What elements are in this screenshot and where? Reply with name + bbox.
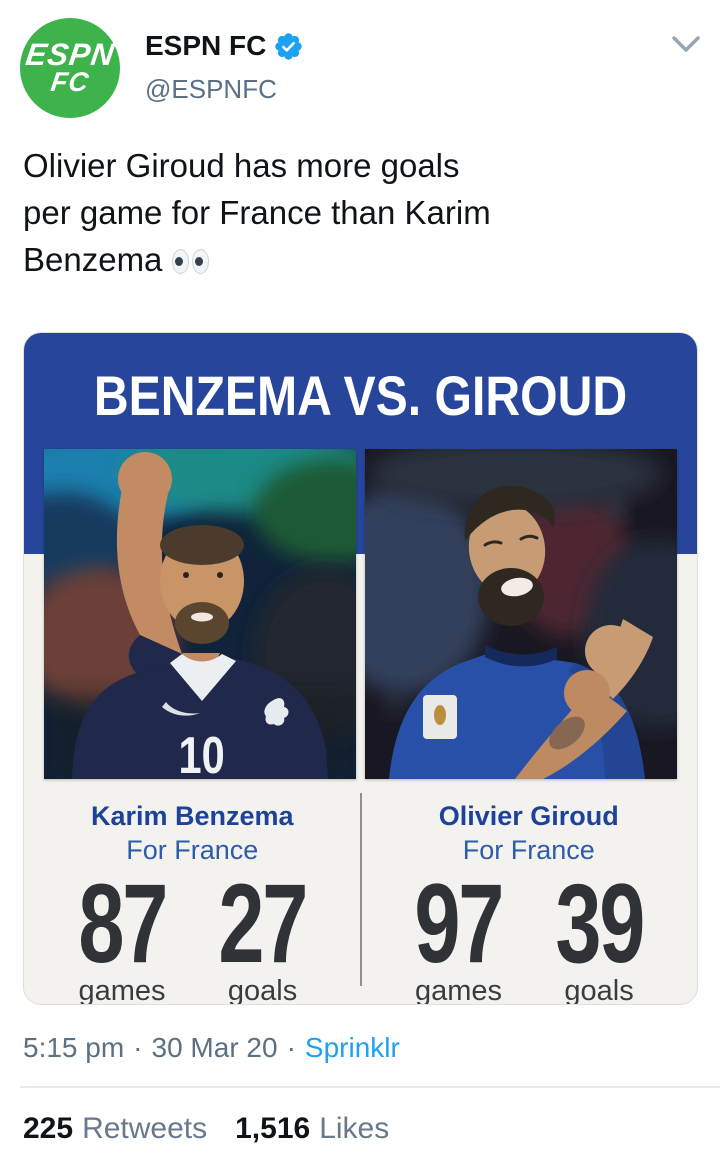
dot-separator: · (133, 1032, 143, 1063)
verified-badge-icon (275, 32, 303, 60)
tweet-text-line-end: Benzema (23, 241, 163, 278)
avatar[interactable]: ESPN FC (20, 18, 120, 118)
date-text: 30 Mar 20 (151, 1032, 278, 1063)
player-team-label: For France (462, 835, 595, 865)
likes-value: 1,516 (235, 1112, 311, 1145)
avatar-logo-text: FC (49, 66, 92, 97)
goals-stat: 39 goals (540, 861, 659, 1005)
goals-label: goals (227, 975, 298, 1005)
divider (20, 1086, 720, 1088)
likes-label: Likes (319, 1112, 390, 1145)
media-card[interactable]: BENZEMA VS. GIROUD (23, 332, 698, 1005)
source-link[interactable]: Sprinklr (304, 1032, 400, 1063)
tweet-timestamp: 5:15 pm · 30 Mar 20 · Sprinklr (23, 1032, 400, 1064)
tweet-text: Olivier Giroud has more goals per game f… (23, 142, 683, 283)
dot-separator: · (286, 1032, 296, 1063)
benzema-photo: 10 (44, 449, 356, 779)
author-name-row[interactable]: ESPN FC (145, 30, 303, 62)
player-team-label: For France (126, 835, 259, 865)
likes-count[interactable]: 1,516 Likes (235, 1112, 389, 1146)
goals-value: 27 (218, 861, 309, 986)
time-text: 5:15 pm (23, 1032, 125, 1063)
stats-section: Karim Benzema For France 87 games 27 goa… (24, 801, 698, 1005)
player-name: Karim Benzema (90, 801, 294, 831)
games-stat: 87 games (63, 861, 182, 1005)
goals-label: goals (564, 975, 634, 1005)
retweets-label: Retweets (82, 1112, 208, 1145)
benzema-stats-column: Karim Benzema For France 87 games 27 goa… (24, 801, 361, 1005)
games-stat: 97 games (399, 861, 518, 1005)
engagement-counts: 225 Retweets 1,516 Likes (23, 1112, 389, 1146)
chevron-down-icon[interactable] (670, 34, 702, 56)
author-display-name[interactable]: ESPN FC (145, 30, 267, 61)
games-label: games (78, 975, 166, 1005)
goals-value: 39 (555, 861, 645, 986)
giroud-stats-column: Olivier Giroud For France 97 games 39 go… (361, 801, 698, 1005)
retweets-value: 225 (23, 1112, 74, 1145)
games-value: 97 (414, 861, 505, 986)
tweet-text-line: per game for France than Karim (23, 194, 491, 231)
retweets-count[interactable]: 225 Retweets (23, 1112, 207, 1146)
player-photos: 10 (44, 449, 677, 779)
author-handle[interactable]: @ESPNFC (145, 74, 277, 104)
giroud-photo (365, 449, 677, 779)
eye-glyph (172, 249, 190, 274)
eye-glyph (192, 249, 210, 274)
tweet-text-line: Benzema (23, 236, 683, 283)
goals-stat: 27 goals (203, 861, 322, 1005)
avatar-logo-text: ESPN (23, 37, 117, 73)
benzema-jersey-number: 10 (178, 726, 224, 779)
card-title: BENZEMA VS. GIROUD (93, 364, 628, 427)
tweet-text-line: Olivier Giroud has more goals (23, 147, 460, 184)
stats-divider (360, 793, 362, 986)
eyes-emoji (172, 249, 210, 274)
games-label: games (414, 975, 502, 1005)
player-name: Olivier Giroud (438, 801, 619, 831)
games-value: 87 (78, 861, 168, 986)
